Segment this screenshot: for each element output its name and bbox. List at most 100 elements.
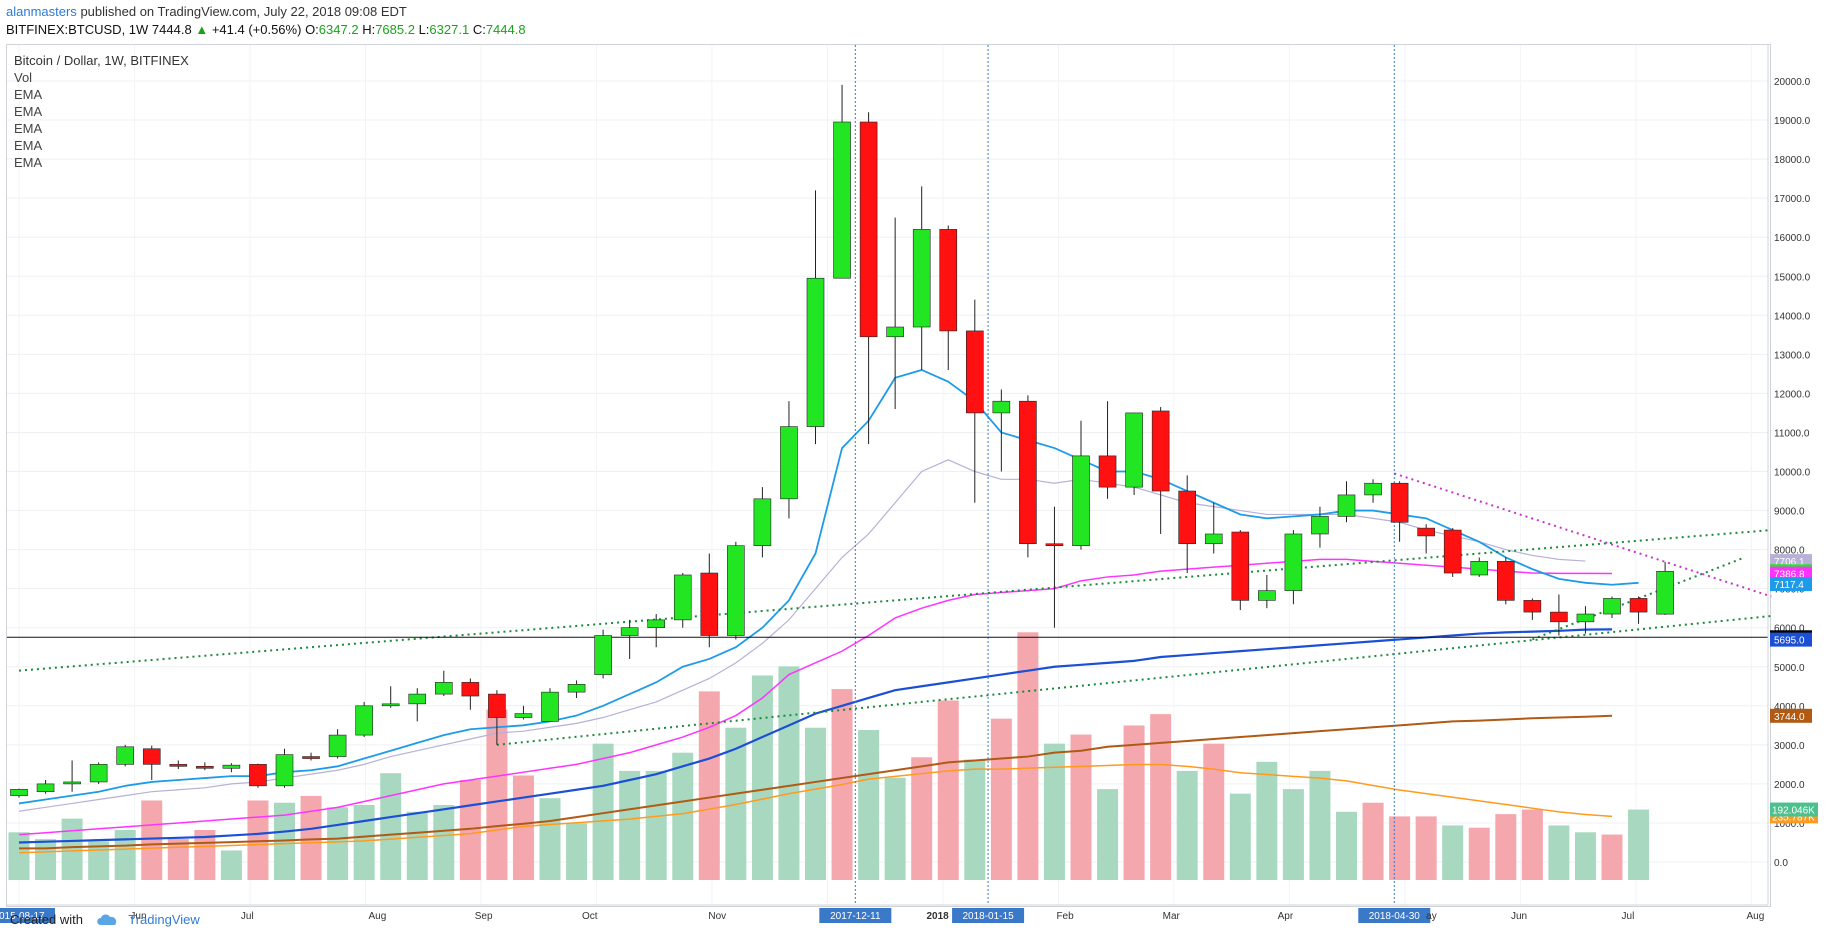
tradingview-link[interactable]: TradingView xyxy=(128,912,200,927)
volume-bar xyxy=(1415,816,1437,880)
chart-panel[interactable] xyxy=(6,44,1771,907)
legend-item-ema-1[interactable]: EMA xyxy=(14,87,43,102)
candle-body xyxy=(1364,482,1382,496)
price-tick-label: 0.0 xyxy=(1774,858,1788,869)
volume-bar xyxy=(220,850,242,880)
volume-bar xyxy=(884,777,906,880)
candle-body xyxy=(1019,400,1037,545)
up-arrow-icon: ▲ xyxy=(195,22,209,37)
volume-bar xyxy=(1256,761,1278,880)
ema-line-blue xyxy=(18,628,1613,844)
volume-bar xyxy=(1521,809,1543,880)
price-tag xyxy=(1770,632,1812,647)
candle-body xyxy=(1231,531,1250,601)
candle-body xyxy=(116,746,134,765)
volume-bar xyxy=(300,795,322,880)
candle-body xyxy=(567,684,586,693)
author-link[interactable]: alanmasters xyxy=(6,4,77,19)
legend-item-vol[interactable]: Vol xyxy=(14,70,33,85)
volume-bar xyxy=(61,818,83,880)
price-tick-label: 10000.0 xyxy=(1774,468,1811,479)
price-tick-label: 8000.0 xyxy=(1774,546,1805,557)
volume-bar xyxy=(1628,809,1650,880)
volume-bar xyxy=(247,800,269,880)
price-tick-label: 15000.0 xyxy=(1774,272,1811,283)
price-tag xyxy=(1770,566,1812,581)
volume-bar xyxy=(751,675,773,880)
volume-bar xyxy=(698,691,720,880)
footer: Created with TradingView xyxy=(10,912,200,927)
volume-bar xyxy=(406,811,428,880)
time-tick-label: Jun xyxy=(130,911,146,922)
time-tick-label: Feb xyxy=(1056,911,1074,922)
price-tick-label: 6000.0 xyxy=(1774,624,1805,635)
volume-bar xyxy=(645,770,667,880)
ema-line-fast xyxy=(18,369,1639,805)
volume-bar xyxy=(911,757,933,880)
candle-body xyxy=(700,572,719,636)
date-marker-label: 2018-01-15 xyxy=(962,911,1014,922)
price-tick-label: 20000.0 xyxy=(1774,77,1811,88)
price-tick-label: 2000.0 xyxy=(1774,780,1805,791)
candle-body xyxy=(727,545,745,636)
candle-body xyxy=(10,789,28,796)
candle-body xyxy=(488,693,506,718)
candle-body xyxy=(859,121,878,338)
time-tick-label: Oct xyxy=(582,911,598,922)
date-marker-label: 2017-12-11 xyxy=(830,911,881,922)
volume-bar xyxy=(619,770,641,880)
candle-body xyxy=(806,277,825,427)
close-value: 7444.8 xyxy=(485,22,526,37)
candle-body xyxy=(1629,598,1648,613)
candle-body xyxy=(1337,494,1356,517)
high-label: H: xyxy=(362,22,376,37)
legend-item-ema-4[interactable]: EMA xyxy=(14,138,43,153)
time-tick-label: 2018 xyxy=(927,911,950,922)
price-tag-label: 7117.4 xyxy=(1774,580,1804,591)
symbol-label: BITFINEX:BTCUSD, 1W xyxy=(6,22,149,37)
price-tag-label: 3744.0 xyxy=(1774,712,1805,723)
candle-body xyxy=(1098,455,1117,488)
volume-bar xyxy=(88,841,110,880)
price-tick-label: 13000.0 xyxy=(1774,350,1811,361)
volume-bar xyxy=(1203,743,1225,880)
candle-body xyxy=(753,498,772,546)
volume-bar xyxy=(1229,793,1251,880)
legend-item-ema-3[interactable]: EMA xyxy=(14,121,43,136)
volume-bar xyxy=(964,759,986,880)
candle-body xyxy=(434,682,453,695)
candle-body xyxy=(222,764,241,769)
volume-bar xyxy=(1468,827,1490,880)
candle-body xyxy=(142,748,161,765)
legend-item-ema-2[interactable]: EMA xyxy=(14,104,43,119)
volume-bar xyxy=(805,727,826,880)
price-tick-label: 4000.0 xyxy=(1774,702,1805,713)
volume-bar xyxy=(858,730,880,880)
candle-body xyxy=(1072,455,1090,546)
price-tag xyxy=(1770,708,1812,723)
candle-body xyxy=(1204,533,1223,545)
volume-bar xyxy=(433,805,455,880)
time-tick-label: Jul xyxy=(1622,911,1635,922)
candle-body xyxy=(1656,570,1674,615)
tradingview-logo-icon xyxy=(96,914,116,925)
legend-item-ema-5[interactable]: EMA xyxy=(14,155,43,170)
price-tick-label: 3000.0 xyxy=(1774,741,1805,752)
legend-title: Bitcoin / Dollar, 1W, BITFINEX xyxy=(14,53,189,68)
price-tick-label: 19000.0 xyxy=(1774,116,1811,127)
candle-body xyxy=(673,574,692,621)
volume-bar xyxy=(1336,811,1357,880)
candle-body xyxy=(275,754,294,787)
close-label: C: xyxy=(472,22,486,37)
candle-body xyxy=(1311,516,1329,535)
candle-body xyxy=(1258,590,1276,601)
price-tick-label: 5000.0 xyxy=(1774,663,1805,674)
volume-bar xyxy=(539,798,561,880)
volume-bar xyxy=(1495,814,1517,880)
candle-body xyxy=(1550,611,1568,623)
trendline xyxy=(18,529,1772,672)
candle-body xyxy=(1443,529,1462,574)
candle-body xyxy=(1417,527,1435,537)
ema-line-brown xyxy=(19,714,1613,850)
